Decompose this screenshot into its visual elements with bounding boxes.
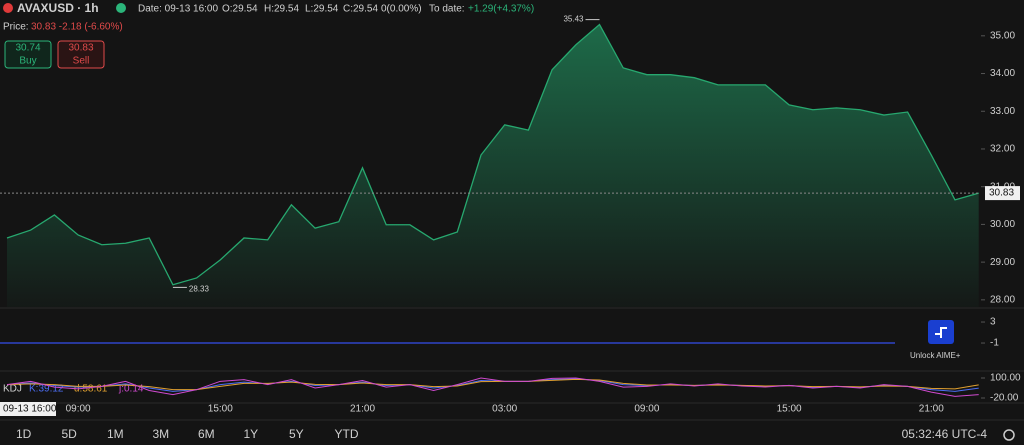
y-tick-label: -1	[990, 338, 999, 349]
range-button[interactable]: 1D	[16, 427, 32, 441]
aime-link[interactable]: Unlock AIME+	[910, 351, 961, 360]
legend-entry: K:39.12	[29, 384, 64, 395]
y-tick-label: 33.00	[990, 106, 1015, 117]
x-tick-label: 21:00	[919, 404, 944, 415]
change: 0(0.00%)	[381, 4, 422, 15]
price-label: Price:	[3, 22, 29, 33]
sell-price: 30.83	[68, 43, 93, 54]
x-tick-label: 09:00	[634, 404, 659, 415]
x-tick-label: 15:00	[777, 404, 802, 415]
symbol: AVAXUSD · 1h	[17, 1, 99, 15]
high: H:29.54	[264, 4, 299, 15]
y-tick-label: 30.00	[990, 219, 1015, 230]
status-dot	[116, 3, 126, 13]
y-tick-label: -20.00	[990, 393, 1019, 404]
y-tick-label: 28.00	[990, 294, 1015, 305]
low: L:29.54	[305, 4, 339, 15]
last-price-label: 30.83	[989, 188, 1014, 199]
range-button[interactable]: 6M	[198, 427, 215, 441]
clock: 05:32:46 UTC-4	[902, 427, 988, 441]
buy-label: Buy	[19, 56, 36, 67]
y-tick-label: 35.00	[990, 30, 1015, 41]
buy-button-frame	[4, 40, 52, 69]
kdj-line	[6, 378, 979, 391]
range-button[interactable]: 3M	[153, 427, 170, 441]
legend-entry: j:0.14	[118, 384, 144, 395]
x-tick-label: 09:00	[66, 404, 91, 415]
buy-button[interactable]: 30.74 Buy	[4, 40, 52, 69]
date: Date: 09-13 16:00	[138, 4, 218, 15]
x-tick-label: 03:00	[492, 404, 517, 415]
to-date-label: To date:	[429, 4, 465, 15]
high-label: 35.43	[563, 15, 584, 24]
area-fill	[7, 24, 979, 308]
price-line	[6, 23, 979, 286]
range-button[interactable]: 1Y	[244, 427, 259, 441]
pane-title: KDJ	[3, 384, 22, 395]
low-label: 28.33	[189, 284, 210, 293]
range-bar: 1D 5D 1M 3M 6M 1Y 5Y YTD	[16, 427, 359, 441]
buy-price: 30.74	[15, 43, 40, 54]
y-tick-label: 100.00	[990, 373, 1021, 384]
to-date: +1.29(+4.37%)	[468, 4, 534, 15]
y-tick-label: 29.00	[990, 257, 1015, 268]
y-tick-label: 34.00	[990, 68, 1015, 79]
range-button[interactable]: YTD	[335, 427, 359, 441]
y-tick-label: 3	[990, 317, 996, 328]
crosshair-box	[0, 402, 56, 416]
price: 30.83 -2.18 (-6.60%)	[31, 22, 123, 33]
plot: 28.0029.0030.0031.0032.0033.0034.0035.00…	[0, 15, 1024, 415]
range-button[interactable]: 5D	[62, 427, 78, 441]
kdj-line	[6, 377, 979, 397]
aime-glyph	[935, 327, 947, 338]
sell-label: Sell	[73, 56, 90, 67]
crosshair-time: 09-13 16:00	[3, 404, 57, 415]
legend-entry: d:58.61	[74, 384, 108, 395]
x-tick-label: 15:00	[208, 404, 233, 415]
sell-button[interactable]: 30.83 Sell	[57, 40, 105, 69]
range-button[interactable]: 1M	[107, 427, 124, 441]
x-tick-label: 21:00	[350, 404, 375, 415]
symbol-icon	[3, 3, 13, 13]
y-tick-label: 32.00	[990, 144, 1015, 155]
last-price-box	[985, 186, 1020, 201]
close: C:29.54	[343, 4, 378, 15]
range-button[interactable]: 5Y	[289, 427, 304, 441]
sell-button-frame	[57, 40, 105, 69]
settings-icon[interactable]	[1003, 429, 1015, 441]
open: O:29.54	[222, 4, 258, 15]
